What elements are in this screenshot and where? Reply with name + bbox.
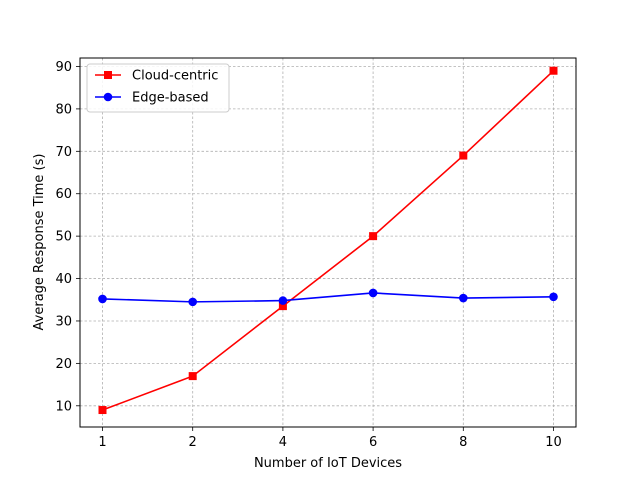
data-point-cloud-centric: [369, 232, 378, 241]
series-cloud-centric: [98, 66, 558, 415]
data-point-edge-based: [278, 296, 288, 305]
y-tick-label: 20: [55, 357, 72, 372]
x-tick-label: 10: [545, 435, 562, 450]
y-tick-label: 10: [55, 399, 72, 414]
y-tick-label: 70: [55, 145, 72, 160]
plot-frame: [79, 57, 577, 428]
data-point-cloud-centric: [459, 151, 468, 160]
data-point-edge-based: [98, 294, 107, 304]
series-edge-based: [98, 288, 558, 307]
data-point-cloud-centric: [549, 66, 558, 75]
legend: Cloud-centric Edge-based: [86, 63, 230, 113]
legend-marker: [103, 92, 113, 102]
x-tick-label: 6: [369, 435, 377, 450]
data-point-cloud-centric: [188, 372, 197, 381]
y-tick-label: 40: [55, 272, 72, 287]
legend-item-cloud-centric: Cloud-centric: [95, 69, 218, 84]
x-axis: 1 2 4 6 8 10: [98, 427, 562, 450]
x-tick-label: 8: [459, 435, 467, 450]
series-line-cloud-centric: [102, 70, 555, 411]
series-layer: [98, 66, 558, 415]
y-tick-label: 50: [55, 230, 72, 245]
data-point-cloud-centric: [278, 302, 287, 311]
data-point-edge-based: [549, 292, 558, 302]
y-tick-label: 80: [55, 102, 72, 117]
y-tick-label: 90: [55, 60, 72, 75]
x-tick-label: 4: [279, 435, 287, 450]
x-axis-label: Number of IoT Devices: [254, 456, 402, 471]
y-tick-label: 60: [55, 187, 72, 202]
legend-label: Cloud-centric: [132, 69, 218, 84]
x-tick-label: 1: [98, 435, 106, 450]
data-point-edge-based: [368, 288, 378, 298]
data-point-cloud-centric: [98, 406, 107, 415]
series-line-edge-based: [102, 292, 554, 303]
legend-item-edge-based: Edge-based: [95, 91, 209, 106]
y-axis-label: Average Response Time (s): [32, 154, 47, 331]
legend-marker: [104, 71, 112, 79]
x-tick-label: 2: [189, 435, 197, 450]
data-point-edge-based: [459, 293, 468, 303]
y-axis: 10 20 30 40 50 60 70 80 90: [55, 60, 80, 414]
legend-box: [86, 63, 230, 113]
data-point-edge-based: [188, 297, 197, 307]
y-tick-label: 30: [55, 314, 72, 329]
legend-label: Edge-based: [132, 91, 209, 106]
